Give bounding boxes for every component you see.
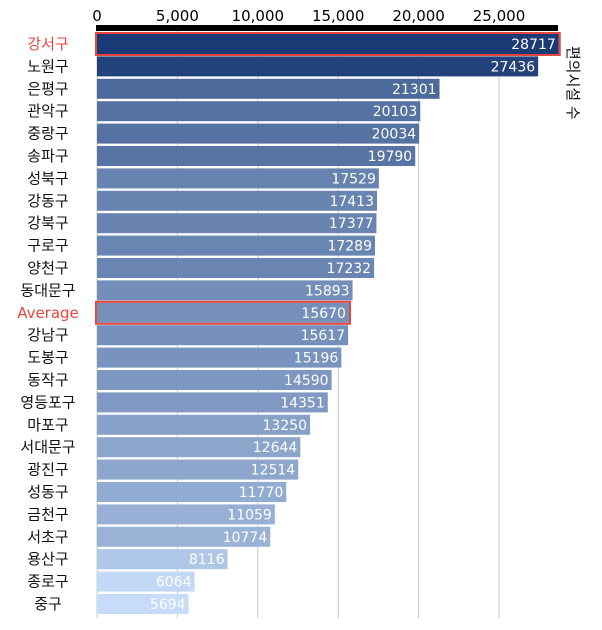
bar [97,571,195,592]
y-axis-label: 편의시설 수 [564,46,582,120]
data-label: 14590 [284,373,329,389]
data-label: 10774 [223,530,268,546]
category-label: 강동구 [27,192,68,210]
category-label: 영등포구 [20,393,75,411]
x-tick-label: 10,000 [232,7,285,25]
data-label: 28717 [511,37,556,53]
data-label: 15670 [301,306,346,322]
category-label: 광진구 [27,461,68,479]
data-label: 15893 [305,283,350,299]
bar [97,235,376,256]
category-label: 중랑구 [27,125,68,143]
category-label: 금천구 [27,505,68,523]
data-label: 17232 [327,261,372,277]
x-tick-label: 20,000 [392,7,445,25]
bar [97,190,378,211]
bar [97,56,539,77]
category-label: 양천구 [27,259,68,277]
highlight-outline [95,32,561,56]
data-label: 19790 [368,149,413,165]
x-tick-label: 0 [92,7,102,25]
x-axis-line [96,25,558,31]
bar [97,414,311,435]
x-axis: 0 5,000 10,000 15,000 20,000 25,000 [92,7,558,31]
bar [97,101,421,122]
category-label: 중구 [34,595,62,613]
data-label: 15196 [294,351,339,367]
category-label: 송파구 [27,147,68,165]
category-label: 서초구 [27,528,68,546]
bar [97,146,416,166]
bar [97,549,228,570]
bar [97,280,353,301]
category-label: 관악구 [27,102,68,120]
category-label: Average [17,304,79,322]
bar [97,258,375,278]
category-label: 성동구 [27,483,68,501]
category-label: 은평구 [27,80,68,98]
bar [97,302,349,323]
data-label: 17413 [329,194,374,210]
x-tick-label: 5,000 [156,7,199,25]
data-label: 6064 [156,575,192,591]
bar [97,168,379,189]
data-label: 17529 [331,171,376,187]
data-label: 20103 [373,104,418,120]
bar [97,213,377,234]
data-label: 20034 [372,127,417,143]
data-label: 21301 [392,82,437,98]
category-label: 동대문구 [20,281,75,299]
category-label: 강북구 [27,214,68,232]
data-label: 27436 [491,59,536,75]
x-tick-label: 15,000 [312,7,365,25]
data-label: 12644 [253,440,298,456]
data-label: 11770 [239,485,284,501]
category-label: 마포구 [27,416,68,434]
data-label: 14351 [280,395,325,411]
category-label: 강서구 [27,35,68,53]
data-label: 15617 [301,328,346,344]
data-label: 13250 [263,418,308,434]
bar [97,437,301,458]
bar [97,594,189,614]
category-label: 서대문구 [20,438,75,456]
category-label: 동작구 [27,371,68,389]
data-label: 12514 [251,463,296,479]
bar [97,482,287,502]
bar [97,526,271,547]
bar [97,370,332,390]
category-label: 성북구 [27,169,68,187]
highlight-outline [95,300,351,325]
data-label: 5694 [150,597,186,613]
bars: 28717 27436 21301 20103 20034 19790 17529 17413… [95,32,561,614]
data-label: 11059 [227,507,272,523]
bar [97,325,349,346]
bar [97,34,559,54]
bar [97,78,440,99]
x-tick-label: 25,000 [473,7,526,25]
data-label: 17377 [329,216,374,232]
bar [97,347,342,368]
data-label: 17289 [327,239,372,255]
bar [97,392,328,413]
data-label: 8116 [189,552,225,568]
category-label: 도봉구 [27,349,68,367]
category-label: 노원구 [27,57,68,75]
bar [97,123,420,144]
category-label: 구로구 [27,237,68,255]
bar [97,504,275,525]
category-label: 강남구 [27,326,68,344]
category-label: 종로구 [27,573,68,591]
category-label: 용산구 [27,550,68,568]
bar [97,459,299,480]
